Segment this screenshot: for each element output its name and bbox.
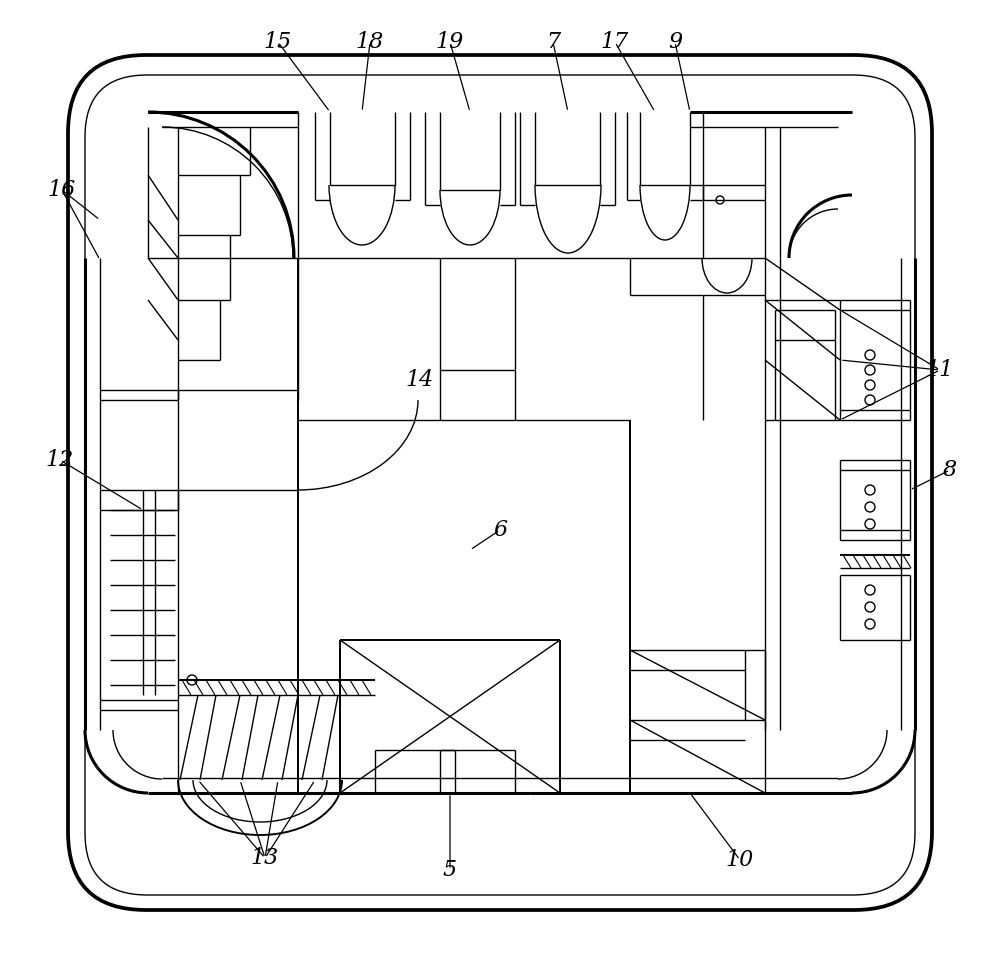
Text: 10: 10	[726, 849, 754, 871]
Text: 5: 5	[443, 859, 457, 881]
Text: 7: 7	[546, 31, 560, 53]
Text: 8: 8	[943, 459, 957, 481]
Text: 9: 9	[668, 31, 682, 53]
Text: 11: 11	[926, 359, 954, 381]
Text: 19: 19	[436, 31, 464, 53]
Text: 12: 12	[46, 449, 74, 471]
Text: 17: 17	[601, 31, 629, 53]
Text: 13: 13	[251, 847, 279, 869]
Text: 15: 15	[264, 31, 292, 53]
Text: 6: 6	[493, 519, 507, 541]
Text: 16: 16	[48, 179, 76, 201]
Text: 18: 18	[356, 31, 384, 53]
Text: 14: 14	[406, 369, 434, 391]
